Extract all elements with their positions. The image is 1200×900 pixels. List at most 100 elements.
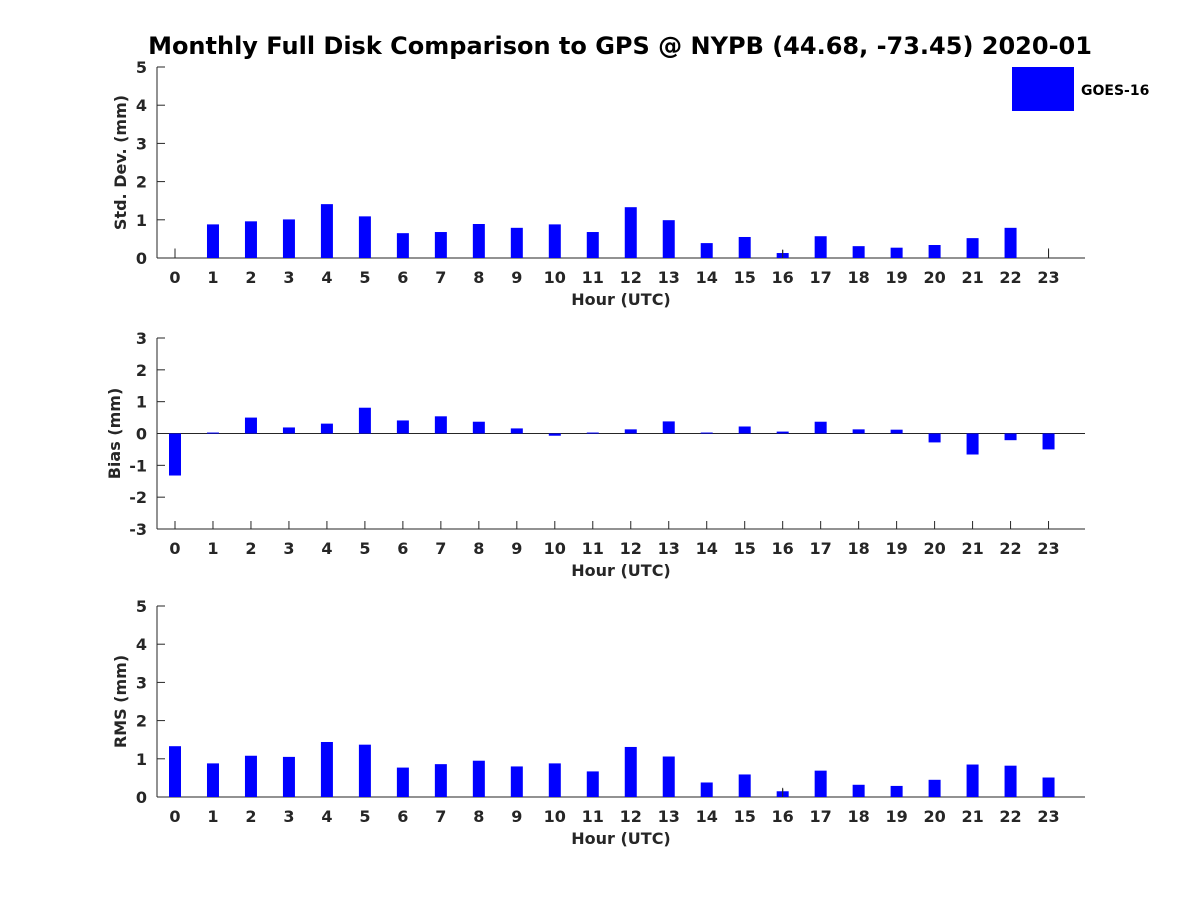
bar [1042,433,1055,450]
bar [434,232,447,258]
bar [966,238,979,258]
y-tick-label: 0 [136,249,147,268]
x-tick-label: 17 [810,807,832,826]
bar [320,423,333,434]
bar [662,421,675,434]
bar [282,219,295,258]
bar [890,247,903,258]
x-tick-label: 1 [207,539,218,558]
y-tick-label: 1 [136,211,147,230]
x-tick-label: 23 [1037,807,1059,826]
x-tick-label: 0 [169,539,180,558]
bar [1004,227,1017,258]
x-tick-label: 3 [283,268,294,287]
x-tick-label: 16 [772,268,794,287]
x-tick-label: 22 [999,268,1021,287]
bar [814,421,827,434]
bar [890,429,903,434]
x-tick-label: 0 [169,268,180,287]
bar [890,785,903,797]
x-tick-label: 13 [658,268,680,287]
x-tick-label: 10 [544,268,566,287]
bar [510,227,523,258]
x-tick-label: 15 [734,807,756,826]
x-tick-label: 18 [848,807,870,826]
bar [548,433,561,436]
bar [928,245,941,258]
bar [700,432,713,434]
x-tick-label: 13 [658,539,680,558]
bar [852,246,865,258]
x-tick-label: 2 [245,268,256,287]
x-axis-label: Hour (UTC) [571,290,671,309]
bar [396,420,409,434]
bar [244,221,257,258]
x-tick-label: 12 [620,268,642,287]
x-tick-label: 20 [923,268,945,287]
x-tick-label: 23 [1037,268,1059,287]
bar [472,224,485,258]
y-tick-label: 0 [136,788,147,807]
legend-label: GOES-16 [1081,83,1149,99]
y-axis-label: Std. Dev. (mm) [111,95,130,230]
x-tick-label: 2 [245,807,256,826]
bar [776,431,789,434]
x-tick-label: 7 [435,539,446,558]
x-tick-label: 5 [359,807,370,826]
y-tick-label: 2 [136,361,147,380]
bar [738,426,751,434]
y-tick-label: 3 [136,134,147,153]
x-tick-label: 9 [511,539,522,558]
y-tick-label: 0 [136,425,147,444]
bar [586,432,599,434]
bar [169,433,181,476]
x-tick-label: 11 [582,807,604,826]
bar [700,243,713,258]
x-tick-label: 21 [961,539,983,558]
x-tick-label: 8 [473,268,484,287]
bar [434,416,447,434]
x-tick-label: 21 [961,807,983,826]
x-tick-label: 20 [923,807,945,826]
y-tick-label: -2 [129,488,147,507]
x-tick-label: 8 [473,807,484,826]
x-tick-label: 17 [810,539,832,558]
x-tick-label: 19 [885,268,907,287]
x-tick-label: 3 [283,807,294,826]
bar [244,417,257,434]
x-tick-label: 4 [321,268,332,287]
x-tick-label: 2 [245,539,256,558]
legend-swatch [1012,67,1074,111]
bar [206,432,219,434]
y-tick-label: 4 [136,635,147,654]
bar [396,767,409,797]
bar [624,207,637,258]
x-tick-label: 7 [435,807,446,826]
x-tick-label: 9 [511,268,522,287]
x-tick-label: 20 [923,539,945,558]
x-tick-label: 0 [169,807,180,826]
x-tick-label: 23 [1037,539,1059,558]
bar [510,766,523,797]
x-tick-label: 1 [207,268,218,287]
y-tick-label: 3 [136,329,147,348]
x-axis-label: Hour (UTC) [571,829,671,848]
x-tick-label: 16 [772,539,794,558]
x-tick-label: 19 [885,807,907,826]
bar [169,746,181,797]
bar [662,220,675,258]
y-tick-label: -1 [129,456,147,475]
x-tick-label: 12 [620,807,642,826]
y-tick-label: 5 [136,597,147,616]
bar [814,236,827,258]
x-tick-label: 12 [620,539,642,558]
x-tick-label: 22 [999,539,1021,558]
x-tick-label: 21 [961,268,983,287]
x-tick-label: 22 [999,807,1021,826]
bar [358,744,371,797]
y-tick-label: 1 [136,393,147,412]
bar [852,784,865,797]
y-axis-label: RMS (mm) [111,655,130,748]
